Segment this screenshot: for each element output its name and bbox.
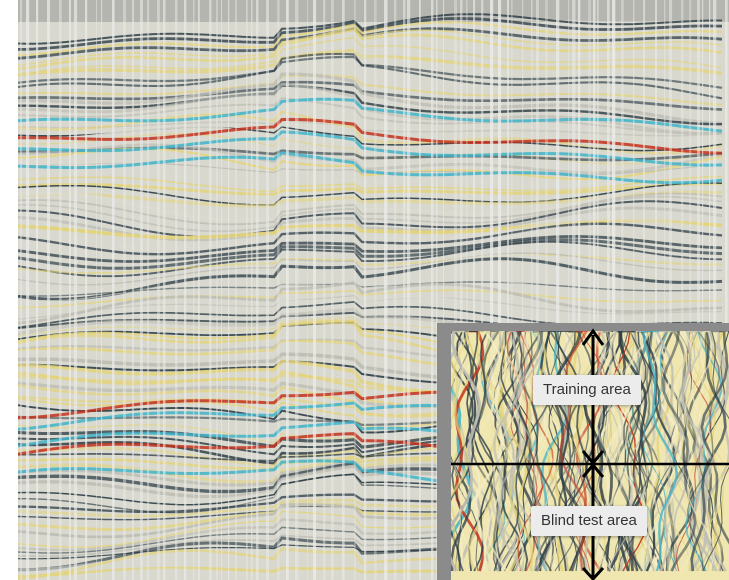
training-blind-inset xyxy=(437,323,729,580)
training-area-label: Training area xyxy=(533,375,641,405)
blind-test-area-label: Blind test area xyxy=(531,506,647,536)
top-band xyxy=(18,0,729,22)
